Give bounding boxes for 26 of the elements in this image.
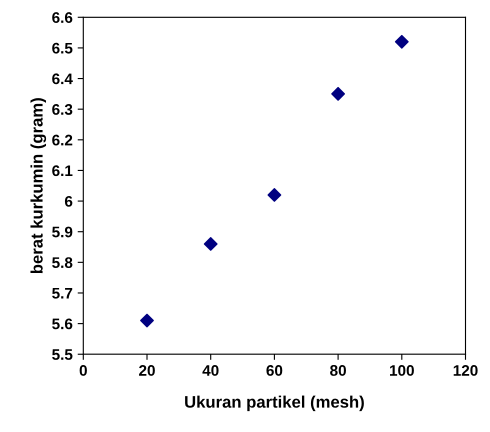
- y-tick-label: 6.1: [52, 165, 72, 176]
- x-tick-label: 20: [139, 365, 155, 376]
- point: [140, 314, 154, 328]
- y-tick-label: 5.9: [52, 226, 72, 238]
- point: [331, 86, 346, 101]
- y-tick-label: 5.8: [52, 257, 72, 268]
- x-axis-title: Ukuran partikel (mesh): [185, 396, 364, 412]
- y-tick-label: 5.5: [52, 349, 72, 360]
- y-tick-label: 6.5: [52, 42, 72, 54]
- y-axis-title: berat kurkumin (gram): [30, 98, 46, 274]
- y-tick-label: 6.2: [52, 134, 72, 146]
- point: [267, 188, 282, 202]
- point: [394, 34, 409, 49]
- y-tick-label: 5.7: [52, 288, 72, 299]
- x-tick-label: 0: [80, 365, 87, 376]
- x-tick-label: 100: [390, 365, 414, 376]
- x-tick-label: 120: [454, 365, 478, 376]
- y-tick-label: 5.6: [52, 318, 72, 330]
- y-tick-label: 6.3: [52, 104, 72, 115]
- x-tick-label: 80: [330, 365, 346, 376]
- point: [204, 237, 218, 251]
- y-tick-label: 6: [64, 196, 72, 207]
- x-tick-label: 60: [266, 365, 282, 376]
- x-tick-label: 40: [202, 365, 219, 376]
- y-tick-label: 6.6: [52, 12, 72, 23]
- y-tick-label: 6.4: [52, 73, 73, 84]
